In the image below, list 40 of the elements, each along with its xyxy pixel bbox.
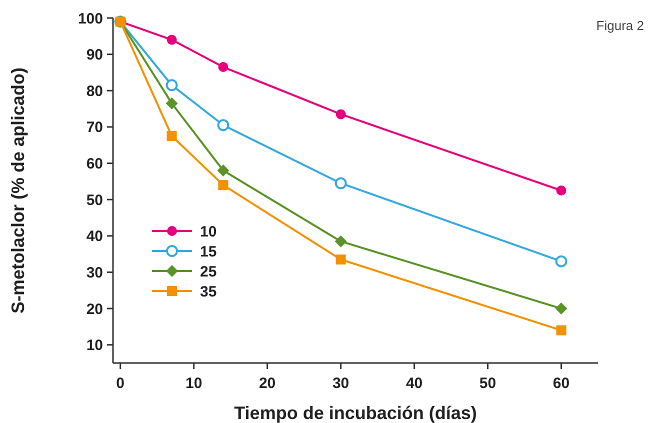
y-tick-label: 80 <box>86 82 103 100</box>
point <box>218 62 228 72</box>
point <box>336 109 346 120</box>
x-tick-label: 20 <box>258 375 276 392</box>
point <box>336 254 346 264</box>
point <box>166 97 178 110</box>
legend-label: 35 <box>200 283 217 300</box>
x-tick-label: 50 <box>479 375 496 392</box>
y-tick-label: 60 <box>86 156 103 173</box>
x-axis-title: Tiempo de incubación (días) <box>234 403 477 423</box>
y-tick-label: 10 <box>86 337 103 354</box>
point <box>166 34 177 45</box>
y-tick-label: 20 <box>86 300 103 318</box>
point <box>334 177 347 190</box>
annotation: Figura 2 <box>596 18 644 33</box>
point <box>166 131 177 142</box>
y-tick-label: 70 <box>86 119 103 136</box>
point <box>555 255 568 268</box>
point <box>556 325 566 336</box>
point <box>217 164 230 177</box>
point <box>334 235 347 248</box>
point <box>556 186 566 196</box>
x-tick-label: 0 <box>116 375 125 392</box>
point <box>166 79 178 92</box>
y-tick-label: 30 <box>86 264 103 282</box>
y-tick-label: 90 <box>86 46 103 64</box>
x-tick-label: 30 <box>332 375 350 392</box>
legend-label: 10 <box>200 223 217 240</box>
legend-label: 25 <box>200 263 217 280</box>
y-tick-label: 40 <box>86 228 103 246</box>
y-axis-title: S-metolaclor (% de aplicado) <box>8 67 28 314</box>
x-tick-label: 40 <box>406 375 423 392</box>
x-tick-label: 10 <box>185 375 202 392</box>
y-tick-label: 50 <box>86 192 103 209</box>
y-tick-label: 100 <box>78 10 103 28</box>
point <box>218 180 228 190</box>
point <box>217 119 230 132</box>
point <box>555 302 568 315</box>
x-tick-label: 60 <box>552 375 570 392</box>
legend-label: 15 <box>200 243 217 260</box>
